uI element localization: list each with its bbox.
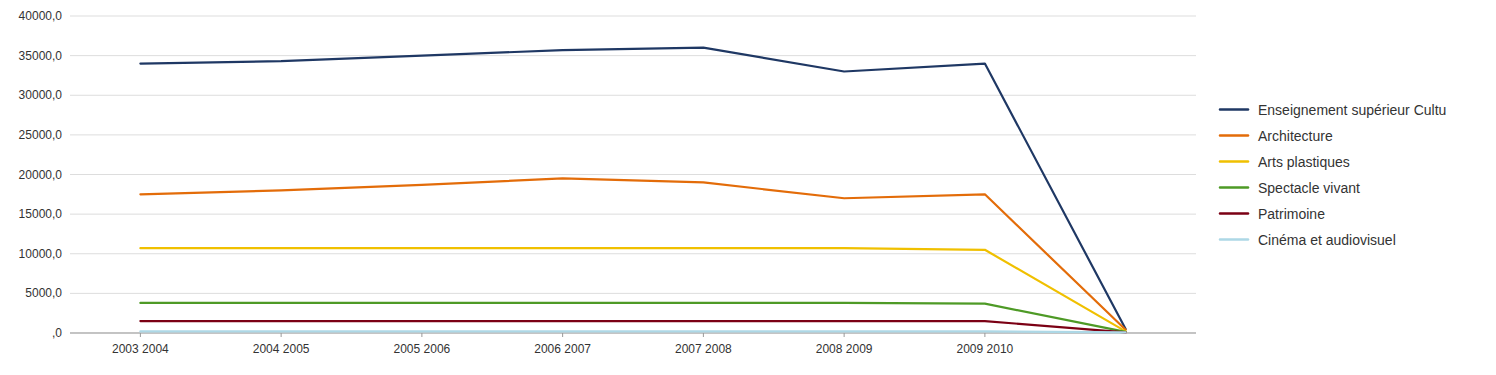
x-tick	[703, 333, 704, 337]
y-axis: ,0 5000,0 10000,0 15000,0 20000,0 25000,0 3000…	[19, 9, 63, 340]
x-tick	[421, 333, 422, 337]
legend-swatch	[1220, 186, 1248, 189]
y-tick-label: 35000,0	[19, 49, 63, 63]
y-tick-label: 30000,0	[19, 88, 63, 102]
x-tick	[140, 333, 141, 337]
x-tick	[281, 333, 282, 337]
series-line	[140, 303, 1125, 332]
legend-label: Cinéma et audiovisuel	[1258, 232, 1396, 248]
x-tick-label: 2003 2004	[112, 342, 169, 356]
legend-label: Arts plastiques	[1258, 154, 1350, 170]
series-line	[140, 48, 1125, 329]
x-tick-label: 2008 2009	[816, 342, 873, 356]
legend-swatch	[1220, 160, 1248, 163]
series-line	[140, 248, 1125, 331]
legend-label: Spectacle vivant	[1258, 180, 1360, 196]
grid-line	[70, 214, 1196, 215]
legend: Enseignement supérieur Cultu Architecture…	[1220, 102, 1446, 248]
y-tick-label: 15000,0	[19, 207, 63, 221]
legend-swatch	[1220, 238, 1248, 241]
series-line	[140, 178, 1125, 329]
grid-line	[70, 174, 1196, 175]
y-tick-label: ,0	[52, 326, 62, 340]
x-tick-label: 2007 2008	[675, 342, 732, 356]
legend-swatch	[1220, 134, 1248, 137]
legend-label: Architecture	[1258, 128, 1333, 144]
x-tick-label: 2005 2006	[394, 342, 451, 356]
y-tick-label: 40000,0	[19, 9, 63, 23]
x-axis: 2003 2004 2004 2005 2005 2006 2006 2007 2007…	[70, 333, 1196, 356]
y-tick-label: 25000,0	[19, 128, 63, 142]
x-tick	[984, 333, 985, 337]
grid-line	[70, 16, 1196, 17]
legend-swatch	[1220, 108, 1248, 111]
series-line	[140, 321, 1125, 332]
grid-line	[70, 253, 1196, 254]
grid-line	[70, 134, 1196, 135]
legend-label: Patrimoine	[1258, 206, 1325, 222]
grid-line	[70, 55, 1196, 56]
lines	[140, 48, 1125, 333]
grid-line	[70, 95, 1196, 96]
x-tick-label: 2006 2007	[534, 342, 591, 356]
chart: ,0 5000,0 10000,0 15000,0 20000,0 25000,0 3000…	[0, 0, 1496, 375]
legend-label: Enseignement supérieur Cultu	[1258, 102, 1446, 118]
x-tick	[844, 333, 845, 337]
x-tick-label: 2009 2010	[957, 342, 1014, 356]
y-tick-label: 10000,0	[19, 247, 63, 261]
legend-swatch	[1220, 212, 1248, 215]
grid-line	[70, 293, 1196, 294]
x-tick	[562, 333, 563, 337]
x-tick-label: 2004 2005	[253, 342, 310, 356]
y-tick-label: 20000,0	[19, 168, 63, 182]
y-tick-label: 5000,0	[25, 286, 62, 300]
grid	[70, 16, 1196, 333]
series-line	[140, 330, 1125, 333]
